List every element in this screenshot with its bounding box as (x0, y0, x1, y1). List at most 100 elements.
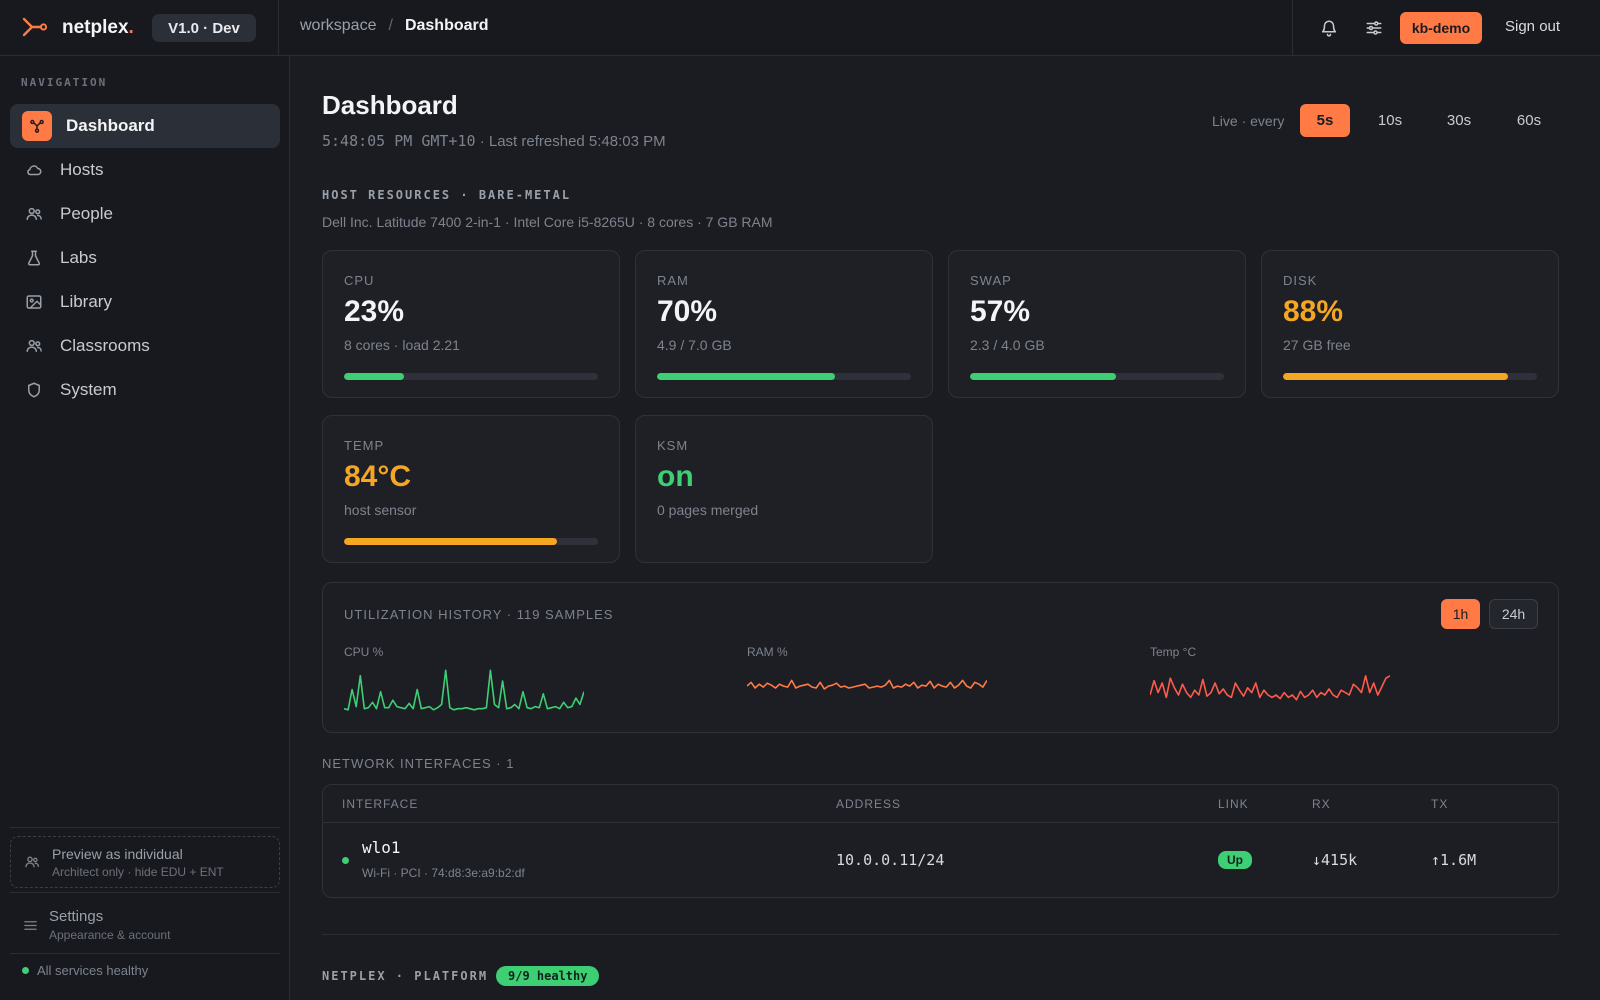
interface-detail: Wi-Fi · PCI · 74:d8:3e:a9:b2:df (362, 866, 525, 880)
usage-bar (657, 373, 911, 380)
interval-60s-button[interactable]: 60s (1516, 112, 1542, 129)
brand[interactable]: netplex. (22, 14, 134, 42)
interval-30s-button[interactable]: 30s (1446, 112, 1472, 129)
host-description: Dell Inc. Latitude 7400 2-in-1 · Intel C… (322, 214, 773, 230)
page-title: Dashboard (322, 90, 458, 120)
version-badge: V1.0 · Dev (152, 14, 256, 42)
sidebar-item-label: Classrooms (60, 336, 150, 355)
col-link: LINK (1218, 797, 1249, 811)
col-interface: INTERFACE (342, 797, 419, 811)
card-subtext: 4.9 / 7.0 GB (657, 337, 732, 353)
col-address: ADDRESS (836, 797, 902, 811)
usage-bar (344, 373, 598, 380)
card-label: CPU (344, 273, 375, 288)
breadcrumb-current: Dashboard (404, 17, 489, 34)
network-table: INTERFACE ADDRESS LINK RX TX wlo1 Wi-Fi … (322, 784, 1559, 898)
usage-bar-fill (344, 373, 404, 380)
netplex-logo-icon (22, 16, 48, 41)
services-status: All services healthy (22, 963, 148, 978)
sliders-icon[interactable] (1362, 16, 1386, 40)
sidebar-item-hosts[interactable]: Hosts (10, 148, 280, 192)
sidebar-item-label: System (60, 380, 117, 399)
usage-bar-fill (970, 373, 1117, 380)
sliders-icon (23, 918, 38, 936)
flask-icon (24, 248, 44, 268)
preview-title: Preview as individual (52, 846, 183, 862)
sidebar-item-labs[interactable]: Labs (10, 236, 280, 280)
platform-heading: NETPLEX · PLATFORM (322, 969, 489, 983)
sidebar-item-label: Labs (60, 248, 97, 267)
table-header: INTERFACE ADDRESS LINK RX TX (323, 785, 1558, 823)
usage-bar-fill (657, 373, 835, 380)
card-label: TEMP (344, 438, 385, 453)
card-label: KSM (657, 438, 689, 453)
card-subtext: 27 GB free (1283, 337, 1351, 353)
sign-out-button[interactable]: Sign out (1505, 18, 1561, 35)
cpu-spark-label: CPU % (344, 645, 384, 659)
usage-bar-fill (344, 538, 558, 545)
usage-bar-fill (1283, 373, 1508, 380)
sidebar-item-label: Hosts (60, 160, 104, 179)
network-interfaces-heading: NETWORK INTERFACES · 1 (322, 756, 515, 771)
interval-10s-button[interactable]: 10s (1377, 112, 1403, 129)
card-value: on (657, 460, 694, 493)
range-1h-button[interactable]: 1h (1441, 599, 1480, 629)
divider (10, 953, 280, 954)
cloud-icon (24, 160, 44, 180)
people-icon (24, 204, 44, 224)
sidebar-item-label: People (60, 204, 113, 223)
utilization-title: UTILIZATION HISTORY · 119 SAMPLES (344, 607, 614, 622)
settings-subtitle: Appearance & account (49, 928, 171, 942)
card-subtext: 8 cores · load 2.21 (344, 337, 460, 353)
card-label: DISK (1283, 273, 1318, 288)
ram-spark-label: RAM % (747, 645, 788, 659)
bell-icon[interactable] (1317, 16, 1341, 40)
interface-rx: ↓415k (1312, 851, 1358, 869)
usage-bar (344, 538, 598, 545)
col-tx: TX (1431, 797, 1449, 811)
sidebar-item-dashboard[interactable]: Dashboard (10, 104, 280, 148)
ksm-card: KSM on 0 pages merged (635, 415, 933, 563)
sparkline-path (747, 679, 987, 690)
interval-5s-button[interactable]: 5s (1300, 104, 1350, 137)
sidebar-item-classrooms[interactable]: Classrooms (10, 324, 280, 368)
nav-title: NAVIGATION (21, 76, 108, 89)
breadcrumb: workspace / Dashboard (300, 17, 489, 35)
host-resources-heading: HOST RESOURCES · BARE-METAL (322, 188, 572, 202)
brand-name: netplex. (62, 17, 134, 38)
card-value: 70% (657, 295, 718, 328)
sidebar-item-people[interactable]: People (10, 192, 280, 236)
shield-icon (24, 380, 44, 400)
sidebar-item-system[interactable]: System (10, 368, 280, 412)
card-value: 84°C (344, 460, 412, 493)
sidebar-item-library[interactable]: Library (10, 280, 280, 324)
link-status-badge: Up (1218, 851, 1252, 869)
divider (10, 892, 280, 893)
people-icon (24, 854, 40, 873)
utilization-history-panel: UTILIZATION HISTORY · 119 SAMPLES 1h 24h… (322, 582, 1559, 733)
last-refreshed: · Last refreshed 5:48:03 PM (475, 133, 666, 150)
settings-title: Settings (49, 908, 104, 925)
preview-as-individual-button[interactable]: Preview as individual Architect only · h… (10, 836, 280, 888)
sparkline-path (344, 669, 584, 711)
breadcrumb-separator: / (388, 17, 393, 34)
temp-sparkline (1150, 675, 1390, 701)
card-value: 23% (344, 295, 405, 328)
range-24h-button[interactable]: 24h (1489, 599, 1538, 629)
disk-card: DISK 88% 27 GB free (1261, 250, 1559, 398)
sparkline-path (1150, 675, 1390, 701)
cpu-sparkline (344, 669, 584, 711)
live-label: Live · every (1212, 113, 1285, 129)
breadcrumb-workspace[interactable]: workspace (300, 17, 377, 34)
image-icon (24, 292, 44, 312)
preview-subtitle: Architect only · hide EDU + ENT (52, 865, 224, 879)
usage-bar (970, 373, 1224, 380)
dashboard-icon (22, 111, 52, 141)
card-value: 57% (970, 295, 1031, 328)
card-label: RAM (657, 273, 689, 288)
card-label: SWAP (970, 273, 1012, 288)
user-menu-button[interactable]: kb-demo (1400, 12, 1482, 44)
card-subtext: host sensor (344, 502, 417, 518)
temp-spark-label: Temp °C (1150, 645, 1197, 659)
status-dot-icon (22, 967, 29, 974)
